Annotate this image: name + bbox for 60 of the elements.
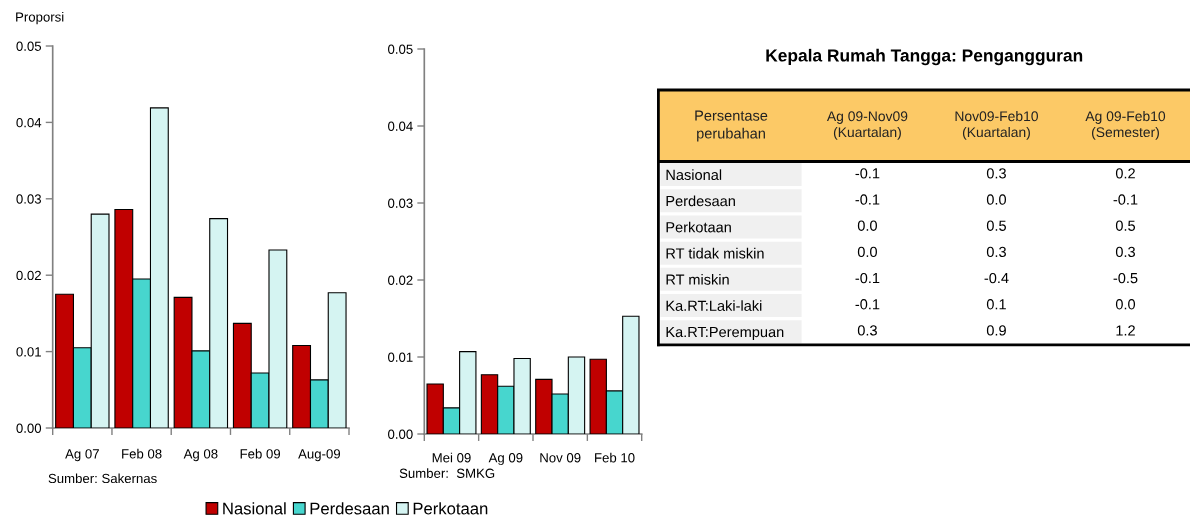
data-label: 0.0: [857, 246, 877, 258]
data-label: 0.0: [1115, 299, 1136, 310]
x-tick-label: Ag 09-Feb10 (Semester): [1085, 110, 1166, 140]
data-label: 0.3: [1115, 246, 1135, 258]
data-label: -0.1: [855, 194, 880, 205]
y-tick-label: 0.03: [16, 194, 42, 204]
x-tick-label: Nov09-Feb10 (Kuartalan): [955, 110, 1038, 140]
y-tick-label: 0.00: [16, 423, 42, 433]
x-tick-label: Aug-09: [298, 449, 341, 462]
data-label: 0.0: [857, 220, 877, 231]
data-label: -0.1: [1113, 194, 1138, 205]
data-label: 0.3: [986, 246, 1006, 258]
y-tick-label: Nasional: [666, 169, 722, 181]
y-tick-label: Perdesaan: [666, 195, 735, 207]
x-tick-label: Mei 09: [432, 452, 471, 463]
y-tick-label: RT miskin: [666, 274, 729, 285]
legend-label: Nasional: [223, 502, 286, 515]
text: Sumber: Sakernas: [48, 473, 157, 484]
data-label: 0.3: [857, 325, 877, 336]
y-tick-label: 0.01: [388, 352, 413, 362]
x-tick-label: Feb 10: [595, 452, 635, 463]
text: Sumber: SMKG: [399, 468, 495, 478]
x-tick-label: Nov 09: [540, 453, 581, 463]
data-label: 0.5: [986, 220, 1006, 231]
y-tick-label: 0.03: [388, 198, 413, 208]
y-tick-label: 0.02: [16, 270, 41, 281]
y-tick-label: 0.04: [388, 121, 413, 131]
x-tick-label: Ag 09: [488, 453, 523, 466]
data-label: -0.1: [855, 168, 880, 179]
chart-title: Kepala Rumah Tangga: Pengangguran: [766, 48, 1083, 66]
data-label: 0.3: [986, 168, 1006, 179]
data-label: 0.0: [986, 194, 1007, 205]
data-label: 0.5: [1115, 220, 1136, 231]
x-tick-label: Feb 09: [240, 448, 281, 459]
y-tick-label: 0.05: [16, 41, 42, 51]
y-axis-title: Persentase perubahan: [695, 110, 768, 142]
x-tick-label: Feb 08: [122, 448, 162, 459]
y-tick-label: Ka.RT:Laki-laki: [666, 300, 762, 311]
data-label: 0.2: [1115, 168, 1135, 179]
y-axis-title: Proporsi: [16, 11, 64, 25]
data-label: -0.1: [855, 272, 880, 284]
y-tick-label: 0.00: [388, 429, 413, 439]
data-label: -0.1: [855, 299, 880, 310]
x-tick-label: Ag 07: [65, 449, 99, 462]
legend-label: Perdesaan: [310, 502, 389, 515]
y-tick-label: 0.01: [16, 347, 41, 357]
y-tick-label: Ka.RT:Perempuan: [666, 326, 784, 341]
y-tick-label: 0.04: [16, 117, 42, 128]
data-label: -0.5: [1113, 272, 1138, 284]
data-label: -0.4: [984, 272, 1009, 284]
y-tick-label: RT tidak miskin: [666, 247, 764, 259]
y-tick-label: 0.02: [388, 275, 413, 285]
legend-label: Perkotaan: [413, 502, 488, 515]
x-tick-label: Ag 08: [183, 449, 218, 462]
y-tick-label: Perkotaan: [666, 221, 731, 233]
data-label: 1.2: [1116, 325, 1135, 336]
data-label: 0.1: [986, 299, 1006, 310]
data-label: 0.9: [986, 325, 1006, 336]
y-tick-label: 0.05: [388, 44, 413, 54]
x-tick-label: Ag 09-Nov09 (Kuartalan): [826, 111, 908, 140]
